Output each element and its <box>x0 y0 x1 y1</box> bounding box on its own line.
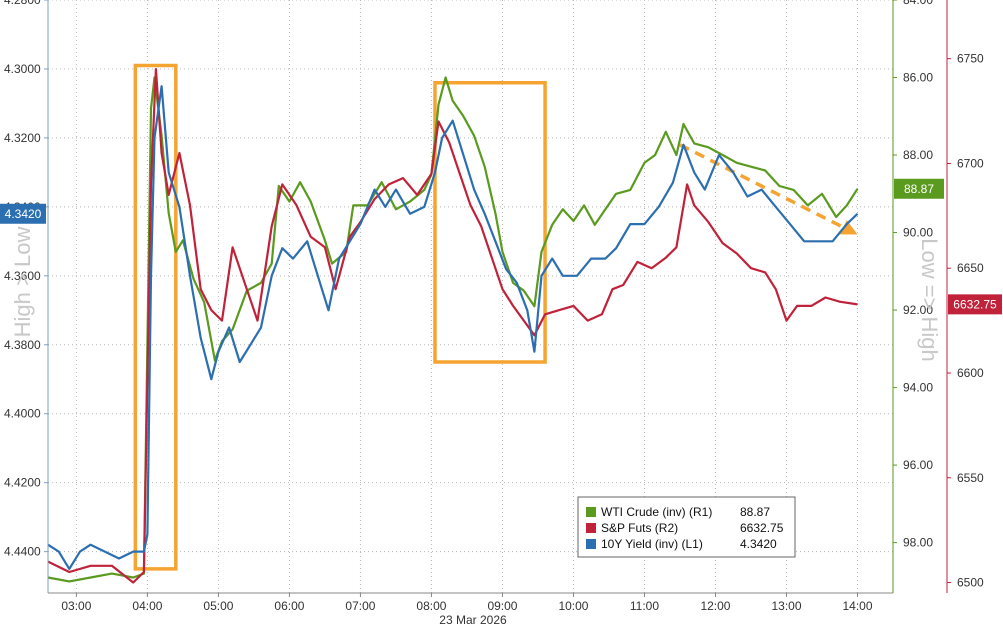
legend-swatch <box>586 539 596 549</box>
x-tick-label: 13:00 <box>771 599 801 613</box>
last-value-text: 6632.75 <box>953 297 997 311</box>
series-line-2 <box>47 68 858 584</box>
x-tick-label: 14:00 <box>842 599 872 613</box>
right2-tick-label: 6650 <box>957 261 984 275</box>
last-value-badge <box>0 203 46 224</box>
right1-tick-label: 90.00 <box>903 226 933 240</box>
x-tick-label: 10:00 <box>558 599 588 613</box>
trend-arrow-head <box>839 220 858 235</box>
x-tick-label: 04:00 <box>132 599 162 613</box>
right1-ticks: 84.00 86.00 88.00 90.00 92.00 94.00 96.00 98.00 <box>893 0 933 550</box>
x-tick-label: 09:00 <box>487 599 517 613</box>
x-tick-label: 06:00 <box>274 599 304 613</box>
right1-tick-label: 88.00 <box>903 148 933 162</box>
last-value-badge <box>894 178 944 199</box>
x-axis-title: 23 Mar 2026 <box>439 613 507 627</box>
last-value-text: 4.3420 <box>5 207 42 221</box>
left-tick-label: 4.4200 <box>4 476 41 490</box>
gridlines <box>48 0 893 593</box>
last-value-badge <box>948 294 1002 315</box>
highlight-box <box>433 80 547 364</box>
right1-tick-label: 92.00 <box>903 303 933 317</box>
annotations <box>133 63 858 571</box>
right1-tick-label: 94.00 <box>903 381 933 395</box>
left-tick-label: 4.4000 <box>4 407 41 421</box>
x-tick-label: 03:00 <box>61 599 91 613</box>
legend-swatch <box>586 507 596 517</box>
left-tick-label: 4.3200 <box>4 131 41 145</box>
x-tick-label: 07:00 <box>345 599 375 613</box>
left-ticks: 4.28004.30004.32004.34004.36004.38004.40… <box>4 0 48 559</box>
left-tick-label: 4.3000 <box>4 62 41 76</box>
legend-value: 4.3420 <box>740 537 777 551</box>
left-tick-label: 4.3800 <box>4 338 41 352</box>
legend-box <box>577 496 796 558</box>
left-tick-label: 4.2800 <box>4 0 41 7</box>
badges: 88.87 6632.75 4.3420 <box>0 178 1002 315</box>
highlight-box <box>133 63 178 571</box>
left-axis-title: High > Low <box>10 227 35 338</box>
x-tick-label: 12:00 <box>700 599 730 613</box>
last-value-text: 88.87 <box>904 182 934 196</box>
x-tick-label: 11:00 <box>630 599 659 613</box>
right2-tick-label: 6550 <box>957 471 984 485</box>
series-line-1 <box>47 76 859 583</box>
right1-tick-label: 84.00 <box>903 0 933 7</box>
right1-tick-label: 98.00 <box>903 536 933 550</box>
right2-tick-label: 6600 <box>957 366 984 380</box>
right1-tick-label: 96.00 <box>903 458 933 472</box>
x-tick-label: 05:00 <box>203 599 233 613</box>
legend-label: WTI Crude (inv) (R1) <box>601 505 712 519</box>
right2-tick-label: 6500 <box>957 576 984 590</box>
left-tick-label: 4.4400 <box>4 545 41 559</box>
right-axis-title: Low => High <box>917 238 942 362</box>
legend: WTI Crude (inv) (R1) 88.87 S&P Futs (R2) 66… <box>577 496 796 558</box>
right2-tick-label: 6750 <box>957 52 984 66</box>
axes <box>47 0 948 594</box>
legend-label: S&P Futs (R2) <box>601 521 678 535</box>
legend-swatch <box>586 523 596 533</box>
trend-arrow-line <box>679 143 853 234</box>
right2-ticks: 6500 6550 6600 6650 6700 6750 <box>947 52 984 590</box>
legend-label: 10Y Yield (inv) (L1) <box>601 537 703 551</box>
right2-tick-label: 6700 <box>957 156 984 170</box>
legend-value: 6632.75 <box>740 521 784 535</box>
series-line-3 <box>47 85 859 570</box>
legend-value: 88.87 <box>740 505 770 519</box>
x-ticks: 03:00 04:00 05:00 06:00 07:00 08:00 09:00 10:00… <box>61 593 873 613</box>
right1-tick-label: 86.00 <box>903 71 933 85</box>
left-tick-label: 4.3600 <box>4 269 41 283</box>
x-tick-label: 08:00 <box>416 599 446 613</box>
series-layer <box>47 68 859 584</box>
